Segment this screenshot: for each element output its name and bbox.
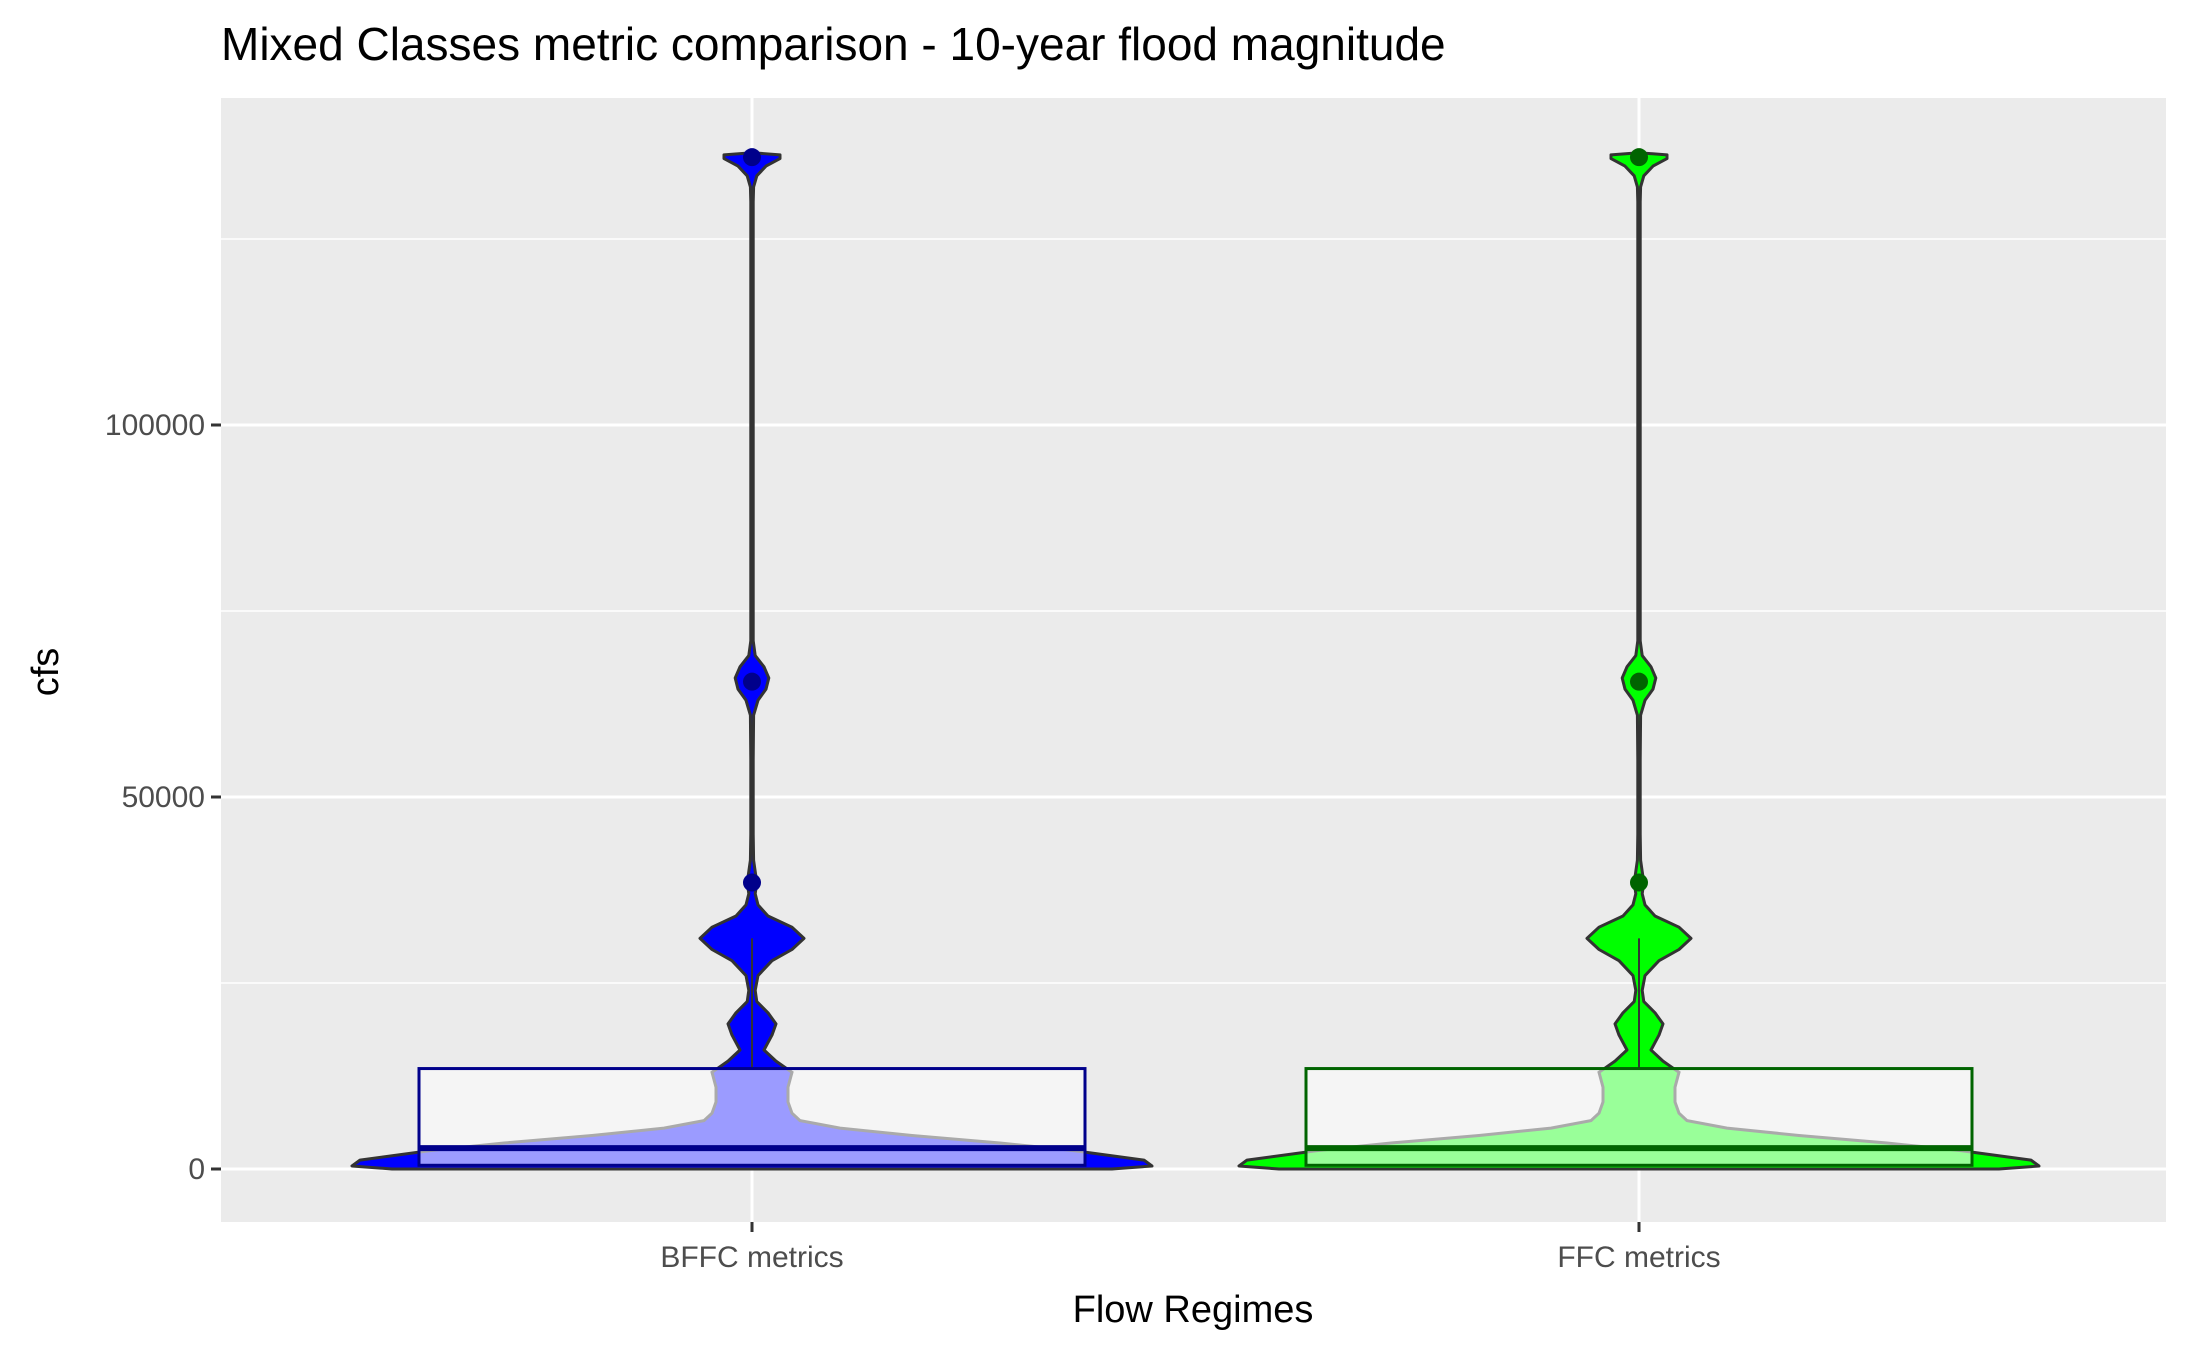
y-tick-label: 100000 <box>105 409 205 442</box>
data-point <box>743 148 761 167</box>
violin-inside-box <box>419 1068 1085 1166</box>
y-tick-label: 0 <box>188 1153 205 1186</box>
x-tick-label: BFFC metrics <box>660 1241 843 1274</box>
violin-group <box>1237 148 2041 1171</box>
x-axis-title: Flow Regimes <box>1073 1289 1314 1331</box>
box-border <box>1304 1067 1974 1167</box>
data-point <box>1630 873 1648 892</box>
chart-title: Mixed Classes metric comparison - 10-yea… <box>221 18 1446 70</box>
data-point <box>1630 672 1648 691</box>
violins <box>350 148 2041 1171</box>
box-border <box>417 1067 1087 1167</box>
violin-shape <box>350 151 1154 1171</box>
violin-inside-box <box>1306 1068 1972 1166</box>
y-axis-title: cfs <box>25 648 67 697</box>
violin-group <box>350 148 1154 1171</box>
data-point <box>743 873 761 892</box>
y-tick-label: 50000 <box>122 781 205 814</box>
plot-background <box>221 98 2166 1222</box>
violin-shape <box>1237 151 2041 1171</box>
axes: 0 50000 100000 BFFC metrics FFC metrics <box>105 409 1721 1274</box>
data-point <box>743 672 761 691</box>
x-tick-label: FFC metrics <box>1557 1241 1720 1274</box>
data-point <box>1630 148 1648 167</box>
